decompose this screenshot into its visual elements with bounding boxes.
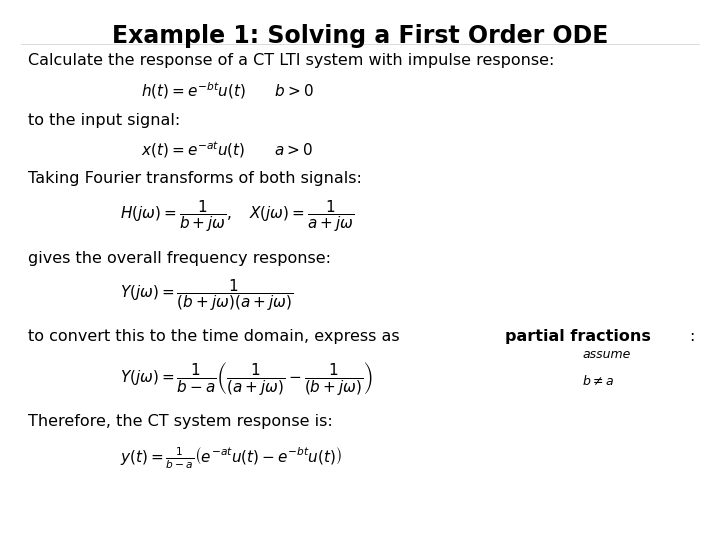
Text: Therefore, the CT system response is:: Therefore, the CT system response is: — [28, 414, 333, 429]
Text: $y(t) = \frac{1}{b-a}\left(e^{-at}u(t) - e^{-bt}u(t)\right)$: $y(t) = \frac{1}{b-a}\left(e^{-at}u(t) -… — [120, 445, 342, 471]
Text: $b\neq a$: $b\neq a$ — [582, 374, 614, 388]
Text: :: : — [689, 329, 695, 344]
Text: $Y(j\omega) = \dfrac{1}{b-a}\left(\dfrac{1}{(a + j\omega)} - \dfrac{1}{(b + j\om: $Y(j\omega) = \dfrac{1}{b-a}\left(\dfrac… — [120, 360, 373, 397]
Text: $Y(j\omega) = \dfrac{1}{(b + j\omega)(a + j\omega)}$: $Y(j\omega) = \dfrac{1}{(b + j\omega)(a … — [120, 278, 293, 313]
Text: Taking Fourier transforms of both signals:: Taking Fourier transforms of both signal… — [28, 172, 362, 186]
Text: gives the overall frequency response:: gives the overall frequency response: — [28, 251, 331, 266]
Text: $H(j\omega) = \dfrac{1}{b + j\omega}, \quad X(j\omega) = \dfrac{1}{a + j\omega}$: $H(j\omega) = \dfrac{1}{b + j\omega}, \q… — [120, 199, 354, 234]
Text: $x(t) = e^{-at}u(t) \qquad a > 0$: $x(t) = e^{-at}u(t) \qquad a > 0$ — [141, 139, 313, 160]
Text: to convert this to the time domain, express as: to convert this to the time domain, expr… — [28, 329, 405, 344]
Text: $h(t) = e^{-bt}u(t) \qquad b > 0$: $h(t) = e^{-bt}u(t) \qquad b > 0$ — [141, 81, 315, 102]
Text: partial fractions: partial fractions — [505, 329, 651, 344]
Text: assume: assume — [582, 348, 631, 361]
Text: Example 1: Solving a First Order ODE: Example 1: Solving a First Order ODE — [112, 24, 608, 48]
Text: Calculate the response of a CT LTI system with impulse response:: Calculate the response of a CT LTI syste… — [28, 53, 554, 69]
Text: to the input signal:: to the input signal: — [28, 113, 181, 129]
